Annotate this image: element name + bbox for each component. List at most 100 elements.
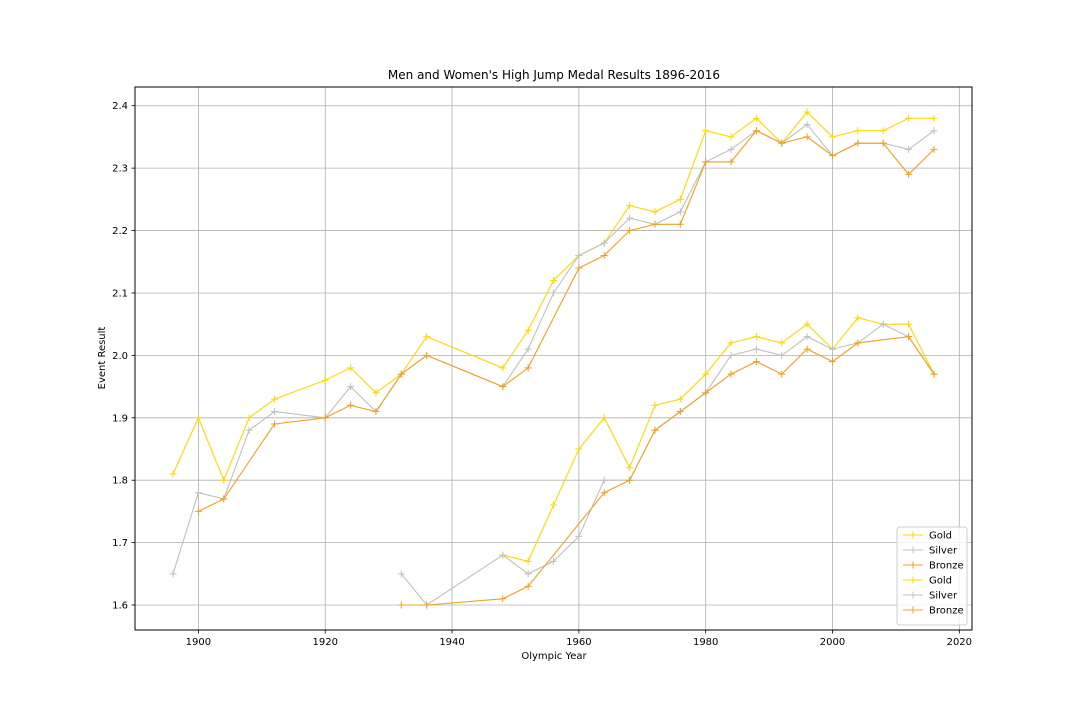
legend-item: Gold — [903, 576, 952, 587]
data-point — [829, 133, 836, 141]
data-point — [194, 507, 202, 515]
data-point — [372, 408, 380, 416]
data-point — [550, 276, 557, 284]
x-tick-label: 1960 — [566, 637, 591, 648]
data-point — [803, 320, 811, 328]
legend-marker — [909, 546, 917, 554]
legend-item: Silver — [903, 546, 958, 557]
data-point — [397, 570, 405, 578]
data-point — [879, 139, 887, 147]
data-point — [169, 570, 177, 578]
series-line — [401, 336, 935, 606]
data-point — [626, 464, 634, 472]
data-point — [803, 108, 811, 116]
data-point — [778, 139, 786, 147]
data-point — [803, 133, 811, 141]
x-axis-label: Olympic Year — [521, 651, 587, 662]
data-point — [854, 127, 862, 135]
data-point — [600, 489, 608, 497]
x-tick-label: 1980 — [693, 637, 718, 648]
data-point — [550, 289, 557, 297]
data-point — [727, 133, 735, 141]
data-point — [727, 145, 735, 153]
data-point — [194, 489, 202, 497]
data-point — [778, 351, 786, 359]
data-point — [752, 127, 760, 135]
y-tick-label: 1.7 — [112, 538, 128, 549]
data-point — [930, 370, 938, 378]
data-point — [271, 408, 278, 416]
data-point — [245, 426, 253, 434]
data-point — [752, 358, 760, 366]
data-point — [271, 420, 278, 428]
data-point — [600, 252, 608, 260]
data-point — [499, 383, 507, 391]
y-tick-label: 2.0 — [112, 351, 128, 362]
y-tick-label: 2.2 — [112, 226, 128, 237]
data-point — [905, 320, 913, 328]
data-point — [423, 351, 431, 359]
y-tick-label: 1.6 — [112, 601, 128, 612]
data-point — [676, 195, 684, 203]
series-silver-4 — [397, 320, 938, 609]
data-point — [905, 114, 913, 122]
data-point — [626, 227, 634, 235]
x-tick-label: 2020 — [947, 637, 972, 648]
y-tick-label: 2.3 — [112, 164, 128, 175]
legend-marker — [909, 606, 917, 614]
chart-title: Men and Women's High Jump Medal Results … — [388, 68, 720, 82]
data-point — [245, 414, 253, 422]
data-point — [702, 370, 710, 378]
data-point — [347, 383, 355, 391]
data-point — [778, 370, 786, 378]
data-point — [651, 220, 659, 228]
data-point — [829, 345, 836, 353]
series-line — [198, 130, 935, 512]
data-point — [626, 214, 634, 222]
series-bronze-5 — [397, 333, 938, 609]
legend-item: Bronze — [903, 606, 964, 617]
y-axis-label: Event Result — [97, 327, 108, 390]
data-point — [930, 145, 938, 153]
legend-marker — [909, 561, 917, 569]
data-point — [803, 345, 811, 353]
x-tick-label: 1940 — [439, 637, 464, 648]
data-point — [778, 339, 786, 347]
data-point — [575, 264, 583, 272]
series-line — [172, 123, 935, 574]
data-point — [524, 582, 532, 590]
legend-marker — [909, 591, 917, 599]
series-gold-3 — [499, 314, 938, 565]
series-bronze-2 — [194, 127, 938, 515]
data-point — [854, 314, 862, 322]
data-point — [702, 389, 710, 397]
data-point — [626, 202, 634, 210]
data-point — [676, 395, 684, 403]
y-tick-label: 2.1 — [112, 288, 128, 299]
data-point — [499, 595, 507, 603]
data-point — [397, 370, 405, 378]
data-point — [321, 414, 329, 422]
legend-label: Silver — [929, 591, 958, 602]
data-point — [194, 414, 202, 422]
legend: Gold Silver Bronze Gold Silver Bronze — [896, 526, 968, 626]
data-point — [803, 120, 811, 128]
legend-item: Gold — [903, 531, 952, 542]
y-tick-label: 1.9 — [112, 413, 128, 424]
data-point — [879, 320, 887, 328]
legend-label: Gold — [929, 531, 952, 542]
legend-item: Bronze — [903, 561, 964, 572]
grid-lines — [135, 87, 972, 630]
axis-ticks: 1900 1920 1940 1960 1980 2000 2020 1.6 1.7 1.8 1.9… — [112, 101, 972, 648]
data-point — [702, 127, 710, 135]
data-point — [524, 570, 532, 578]
data-point — [347, 364, 355, 372]
data-point — [220, 476, 228, 484]
data-point — [905, 170, 913, 178]
data-point — [423, 601, 431, 609]
data-point — [676, 408, 684, 416]
data-point — [930, 127, 938, 135]
data-point — [169, 470, 177, 478]
y-tick-label: 1.8 — [112, 476, 128, 487]
